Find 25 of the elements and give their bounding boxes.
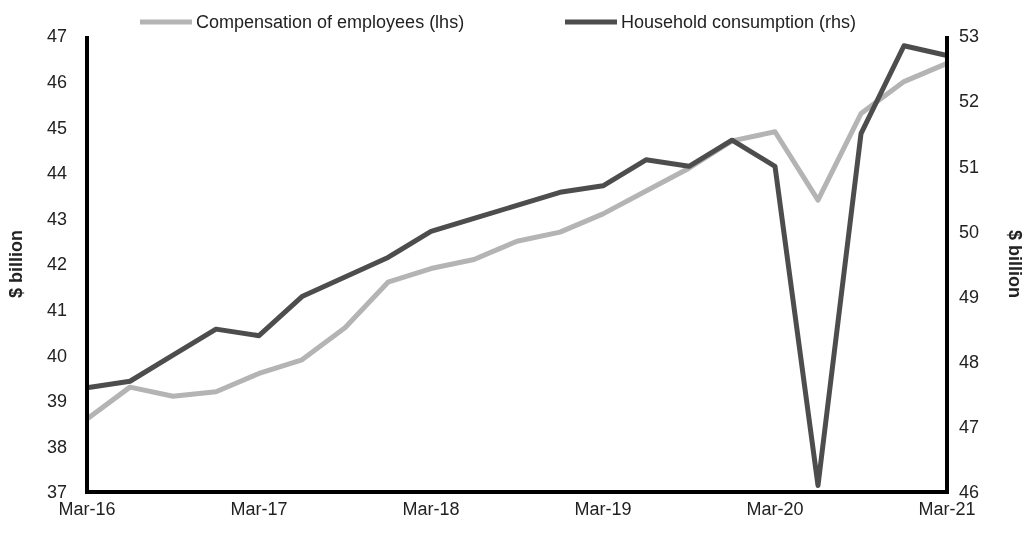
y-tick-label: 47: [46, 26, 67, 47]
y2-axis-title: $ billion: [1005, 229, 1025, 299]
y-tick-label: 43: [46, 208, 67, 229]
y2-tick-label: 47: [959, 417, 980, 438]
y-tick-label: 45: [46, 117, 67, 138]
y2-tick-label: 48: [959, 352, 980, 373]
x-tick-label: Mar-19: [574, 499, 632, 519]
legend-label: Household consumption (rhs): [621, 12, 857, 33]
legend-label: Compensation of employees (lhs): [196, 12, 465, 33]
x-tick-label: Mar-17: [230, 499, 288, 519]
y2-tick-label: 52: [959, 91, 980, 112]
y-tick-label: 38: [46, 436, 67, 457]
y-tick-label: 42: [46, 254, 67, 275]
y-axis-title: $ billion: [6, 229, 26, 299]
x-tick-label: Mar-20: [746, 499, 804, 519]
y-tick-label: 39: [46, 391, 67, 412]
y2-tick-label: 51: [959, 156, 980, 177]
y2-tick-label: 50: [959, 221, 980, 242]
y-tick-label: 41: [46, 299, 67, 320]
y-tick-label: 40: [46, 345, 67, 366]
y-tick-label: 46: [46, 71, 67, 92]
x-tick-label: Mar-18: [402, 499, 460, 519]
y-tick-label: 44: [46, 163, 67, 184]
y2-tick-label: 49: [959, 286, 980, 307]
y2-tick-label: 53: [959, 26, 980, 47]
